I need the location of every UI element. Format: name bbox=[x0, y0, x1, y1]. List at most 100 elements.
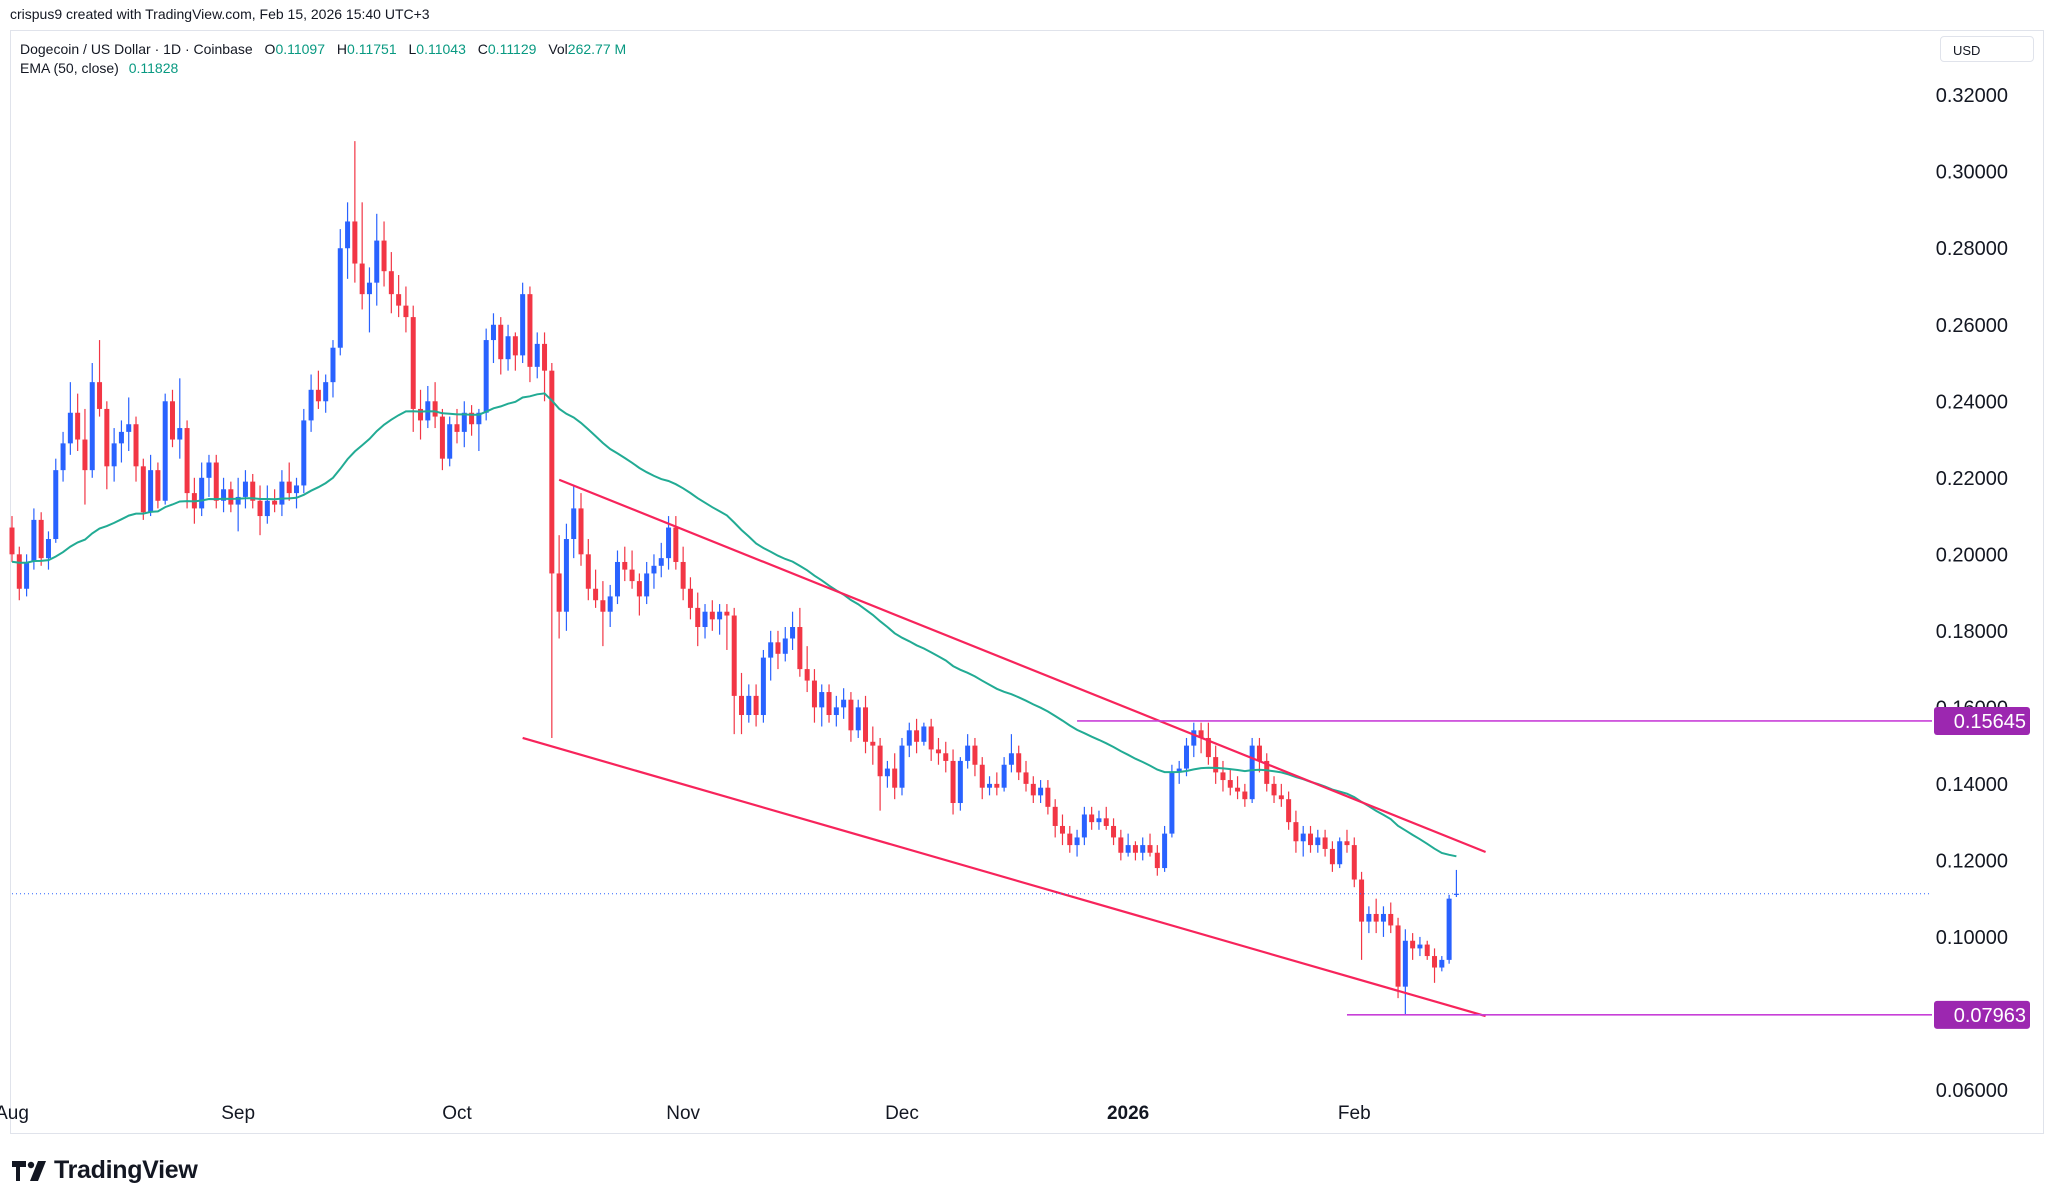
candle-body[interactable] bbox=[1030, 783, 1036, 796]
candle-body[interactable] bbox=[16, 554, 22, 589]
candle-body[interactable] bbox=[1286, 799, 1292, 823]
candle-body[interactable] bbox=[651, 565, 657, 574]
candle-body[interactable] bbox=[38, 519, 44, 559]
candle-body[interactable] bbox=[1300, 833, 1306, 842]
candle-body[interactable] bbox=[1395, 925, 1401, 987]
candle-body[interactable] bbox=[1446, 898, 1452, 960]
candle-body[interactable] bbox=[1052, 806, 1058, 826]
candle-body[interactable] bbox=[31, 519, 37, 562]
candle-body[interactable] bbox=[644, 573, 650, 597]
candle-body[interactable] bbox=[330, 347, 336, 383]
trendline-lower[interactable] bbox=[522, 736, 1486, 1018]
candle-body[interactable] bbox=[790, 627, 796, 639]
candle-body[interactable] bbox=[75, 412, 81, 440]
candle-body[interactable] bbox=[1081, 814, 1087, 838]
candle-body[interactable] bbox=[1176, 768, 1182, 773]
candle-body[interactable] bbox=[607, 596, 613, 612]
candle-body[interactable] bbox=[1439, 959, 1445, 968]
candle-body[interactable] bbox=[272, 500, 278, 505]
candle-body[interactable] bbox=[768, 642, 774, 658]
candle-body[interactable] bbox=[155, 470, 161, 501]
candle-body[interactable] bbox=[359, 263, 365, 295]
candle-body[interactable] bbox=[228, 489, 234, 505]
candle-body[interactable] bbox=[848, 699, 854, 731]
candle-body[interactable] bbox=[1162, 833, 1168, 869]
candle-body[interactable] bbox=[636, 581, 642, 597]
candle-body[interactable] bbox=[709, 611, 715, 620]
candle-body[interactable] bbox=[1169, 772, 1175, 834]
candle-body[interactable] bbox=[921, 726, 927, 742]
candle-body[interactable] bbox=[556, 573, 562, 612]
candle-body[interactable] bbox=[447, 424, 453, 459]
candle-body[interactable] bbox=[177, 428, 183, 440]
candle-body[interactable] bbox=[294, 485, 300, 494]
candle-body[interactable] bbox=[490, 324, 496, 341]
candle-body[interactable] bbox=[1359, 879, 1365, 922]
candle-body[interactable] bbox=[498, 324, 504, 360]
candle-body[interactable] bbox=[826, 692, 832, 716]
candle-body[interactable] bbox=[1278, 795, 1284, 800]
candle-body[interactable] bbox=[1453, 893, 1459, 895]
candle-body[interactable] bbox=[943, 753, 949, 761]
candle-body[interactable] bbox=[432, 401, 438, 417]
candle-body[interactable] bbox=[315, 389, 321, 402]
candle-body[interactable] bbox=[476, 412, 482, 425]
candle-body[interactable] bbox=[1132, 845, 1138, 853]
candle-body[interactable] bbox=[666, 527, 672, 559]
candle-body[interactable] bbox=[571, 508, 577, 540]
candle-body[interactable] bbox=[1038, 787, 1044, 796]
candle-body[interactable] bbox=[418, 408, 424, 421]
candle-body[interactable] bbox=[512, 336, 518, 356]
candle-body[interactable] bbox=[469, 412, 475, 425]
candle-body[interactable] bbox=[782, 638, 788, 654]
candle-body[interactable] bbox=[337, 248, 343, 348]
candle-body[interactable] bbox=[213, 462, 219, 501]
candle-body[interactable] bbox=[1183, 745, 1189, 769]
candle-body[interactable] bbox=[928, 726, 934, 750]
candle-body[interactable] bbox=[1016, 753, 1022, 773]
candle-body[interactable] bbox=[563, 539, 569, 612]
candle-body[interactable] bbox=[1424, 944, 1430, 957]
candle-body[interactable] bbox=[1023, 772, 1029, 784]
candle-body[interactable] bbox=[1008, 753, 1014, 765]
candle-body[interactable] bbox=[1001, 764, 1007, 788]
candle-body[interactable] bbox=[45, 539, 51, 559]
currency-button[interactable]: USD bbox=[1940, 36, 2034, 62]
candle-body[interactable] bbox=[169, 401, 175, 440]
candle-body[interactable] bbox=[1045, 787, 1051, 807]
candle-body[interactable] bbox=[381, 240, 387, 272]
candle-body[interactable] bbox=[1271, 783, 1277, 796]
candle-body[interactable] bbox=[396, 294, 402, 306]
candle-body[interactable] bbox=[972, 745, 978, 765]
candle-body[interactable] bbox=[403, 305, 409, 318]
candle-body[interactable] bbox=[111, 443, 117, 467]
candle-body[interactable] bbox=[841, 699, 847, 708]
candle-body[interactable] bbox=[1074, 837, 1080, 846]
candle-body[interactable] bbox=[1111, 825, 1117, 838]
candle-body[interactable] bbox=[1103, 818, 1109, 826]
candle-body[interactable] bbox=[906, 730, 912, 746]
candle-body[interactable] bbox=[104, 408, 110, 467]
candle-body[interactable] bbox=[833, 707, 839, 716]
candle-body[interactable] bbox=[1059, 825, 1065, 834]
candle-body[interactable] bbox=[811, 680, 817, 708]
candle-body[interactable] bbox=[264, 500, 270, 517]
ema-label[interactable]: EMA (50, close) bbox=[20, 60, 119, 76]
candle-body[interactable] bbox=[1220, 772, 1226, 781]
candle-body[interactable] bbox=[746, 695, 752, 716]
candle-body[interactable] bbox=[1264, 760, 1270, 784]
candle-body[interactable] bbox=[410, 317, 416, 409]
candle-body[interactable] bbox=[760, 657, 766, 716]
candle-body[interactable] bbox=[1249, 745, 1255, 800]
candle-body[interactable] bbox=[242, 481, 248, 497]
candle-body[interactable] bbox=[1125, 845, 1131, 853]
candle-body[interactable] bbox=[622, 561, 628, 570]
candle-body[interactable] bbox=[629, 569, 635, 582]
candle-body[interactable] bbox=[1315, 837, 1321, 846]
candle-body[interactable] bbox=[950, 760, 956, 804]
candle-body[interactable] bbox=[1198, 730, 1204, 738]
candle-body[interactable] bbox=[797, 627, 803, 670]
trendline-upper[interactable] bbox=[558, 478, 1487, 854]
candle-body[interactable] bbox=[1154, 852, 1160, 869]
